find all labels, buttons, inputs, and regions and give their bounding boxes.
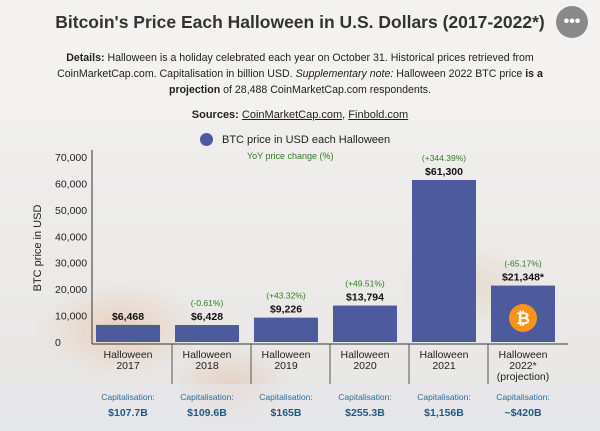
x-tick-label: 2017 bbox=[116, 360, 140, 372]
yoy-change-label: (+49.51%) bbox=[345, 279, 385, 289]
bitcoin-symbol: ₿ bbox=[516, 309, 530, 329]
y-tick-label: 70,000 bbox=[55, 152, 87, 164]
details-text: Details: Halloween is a holiday celebrat… bbox=[40, 50, 560, 98]
details-text-2: Halloween 2022 BTC price bbox=[393, 68, 526, 80]
capitalisation-value: $109.6B bbox=[187, 407, 227, 419]
details-label: Details: bbox=[66, 52, 105, 64]
details-text-1: Halloween is a holiday celebrated each y… bbox=[57, 52, 534, 80]
capitalisation-value: ~$420B bbox=[504, 407, 541, 419]
capitalisation-label: Capitalisation: bbox=[496, 392, 549, 402]
x-tick-label: Halloween bbox=[261, 349, 310, 361]
x-tick-label: 2018 bbox=[195, 360, 219, 372]
yoy-change-label: (+43.32%) bbox=[266, 291, 306, 301]
x-tick-label: Halloween bbox=[340, 349, 389, 361]
more-horizontal-icon[interactable]: ••• bbox=[556, 6, 588, 38]
bar bbox=[175, 325, 239, 342]
yoy-change-label: (-0.61%) bbox=[191, 298, 224, 308]
bitcoin-logo-icon bbox=[509, 304, 537, 332]
y-tick-label: 10,000 bbox=[55, 311, 87, 323]
sources: Sources: CoinMarketCap.com, Finbold.com bbox=[0, 109, 600, 121]
legend-yoy-label: YoY price change (%) bbox=[247, 151, 334, 161]
bar bbox=[412, 179, 476, 342]
capitalisation-label: Capitalisation: bbox=[338, 392, 391, 402]
background bbox=[0, 120, 600, 431]
bar bbox=[254, 317, 318, 342]
y-tick-label: 40,000 bbox=[55, 231, 87, 243]
x-tick-label: 2020 bbox=[353, 360, 377, 372]
chart-title: Bitcoin's Price Each Halloween in U.S. D… bbox=[55, 12, 545, 32]
x-tick-label: 2019 bbox=[274, 360, 298, 372]
capitalisation-band bbox=[0, 384, 600, 431]
data-label: $21,348* bbox=[502, 272, 545, 284]
data-label: $61,300 bbox=[425, 166, 463, 178]
y-tick-label: 50,000 bbox=[55, 205, 87, 217]
bar bbox=[96, 324, 160, 342]
y-tick-label: 60,000 bbox=[55, 178, 87, 190]
capitalisation-label: Capitalisation: bbox=[417, 392, 470, 402]
x-tick-label: (projection) bbox=[497, 371, 550, 383]
yoy-change-label: (+344.39%) bbox=[422, 153, 466, 163]
y-tick-label: 20,000 bbox=[55, 284, 87, 296]
legend-series-label: BTC price in USD each Halloween bbox=[222, 134, 391, 146]
source-link-coinmarketcap[interactable]: CoinMarketCap.com bbox=[241, 109, 343, 121]
x-tick-label: Halloween bbox=[182, 349, 231, 361]
bar bbox=[333, 305, 397, 342]
legend-swatch bbox=[200, 133, 213, 146]
x-tick-label: 2022* bbox=[509, 360, 536, 372]
x-tick-label: 2021 bbox=[432, 360, 456, 372]
yoy-change-label: (-65.17%) bbox=[504, 259, 541, 269]
data-label: $6,468 bbox=[112, 311, 144, 323]
details-text-3: of 28,488 CoinMarketCap.com respondents. bbox=[220, 84, 432, 96]
x-tick-label: Halloween bbox=[103, 349, 152, 361]
x-tick-label: Halloween bbox=[419, 349, 468, 361]
data-label: $13,794 bbox=[346, 292, 384, 304]
source-link-finbold[interactable]: Finbold.com bbox=[348, 109, 409, 121]
data-label: $9,226 bbox=[270, 304, 302, 316]
capitalisation-value: $1,156B bbox=[424, 407, 464, 419]
sources-label: Sources: bbox=[191, 109, 239, 121]
projection-label: is a projection bbox=[168, 68, 543, 96]
data-label: $6,428 bbox=[191, 311, 223, 323]
sources-separator: , bbox=[342, 109, 346, 121]
capitalisation-value: $165B bbox=[271, 407, 302, 419]
capitalisation-label: Capitalisation: bbox=[259, 392, 312, 402]
capitalisation-value: $107.7B bbox=[108, 407, 148, 419]
supplementary-note-label: Supplementary note: bbox=[295, 68, 394, 80]
capitalisation-label: Capitalisation: bbox=[180, 392, 233, 402]
capitalisation-value: $255.3B bbox=[345, 407, 385, 419]
y-tick-label: 0 bbox=[55, 337, 61, 349]
x-tick-label: Halloween bbox=[498, 349, 547, 361]
capitalisation-label: Capitalisation: bbox=[101, 392, 154, 402]
y-tick-label: 30,000 bbox=[55, 258, 87, 270]
